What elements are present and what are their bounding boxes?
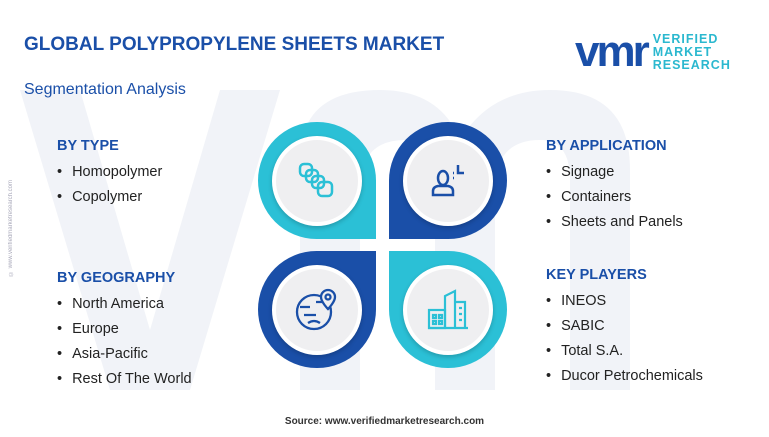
section-title: BY APPLICATION: [546, 138, 667, 154]
buildings-icon: [427, 288, 468, 329]
list-item: Ducor Petrochemicals: [546, 368, 703, 385]
section-by-type: BY TYPE Homopolymer Copolymer: [57, 138, 162, 214]
logo-line: VERIFIED: [652, 31, 719, 46]
section-by-geography: BY GEOGRAPHY North America Europe Asia-P…: [57, 270, 192, 396]
list-item: North America: [57, 296, 192, 313]
source-footer: Source: www.verifiedmarketresearch.com: [284, 416, 485, 427]
logo-mark: vmr: [575, 27, 650, 76]
side-watermark: © www.verifiedmarketresearch.com: [8, 180, 14, 277]
section-title: BY GEOGRAPHY: [57, 270, 176, 286]
logo-line: RESEARCH: [652, 57, 731, 72]
globe-pin-icon: [295, 288, 337, 330]
layers-icon: [298, 162, 334, 197]
list-item: SABIC: [546, 318, 703, 335]
list-item: Sheets and Panels: [546, 214, 683, 231]
list-item: Containers: [546, 189, 683, 206]
section-by-application: BY APPLICATION Signage Containers Sheets…: [546, 138, 683, 239]
list-item: Signage: [546, 164, 683, 181]
section-title: KEY PLAYERS: [546, 267, 647, 283]
players-badge: [389, 251, 507, 368]
list-item: Europe: [57, 321, 192, 338]
section-key-players: KEY PLAYERS INEOS SABIC Total S.A. Ducor…: [546, 267, 703, 393]
section-title: BY TYPE: [57, 138, 119, 154]
logo-text: VERIFIED MARKET RESEARCH: [652, 31, 731, 72]
page-subtitle: Segmentation Analysis: [24, 81, 186, 98]
page-title: GLOBAL POLYPROPYLENE SHEETS MARKET: [24, 34, 445, 55]
person-idea-icon: [431, 164, 464, 196]
list-item: Copolymer: [57, 189, 162, 206]
application-badge: [389, 122, 507, 239]
list-item: Homopolymer: [57, 164, 162, 181]
list-item: Total S.A.: [546, 343, 703, 360]
logo: vmr VERIFIED MARKET RESEARCH: [575, 30, 731, 74]
geography-badge: [258, 251, 376, 368]
list-item: INEOS: [546, 293, 703, 310]
list-item: Rest Of The World: [57, 371, 192, 388]
list-item: Asia-Pacific: [57, 346, 192, 363]
type-badge: [258, 122, 376, 239]
logo-line: MARKET: [652, 44, 713, 59]
